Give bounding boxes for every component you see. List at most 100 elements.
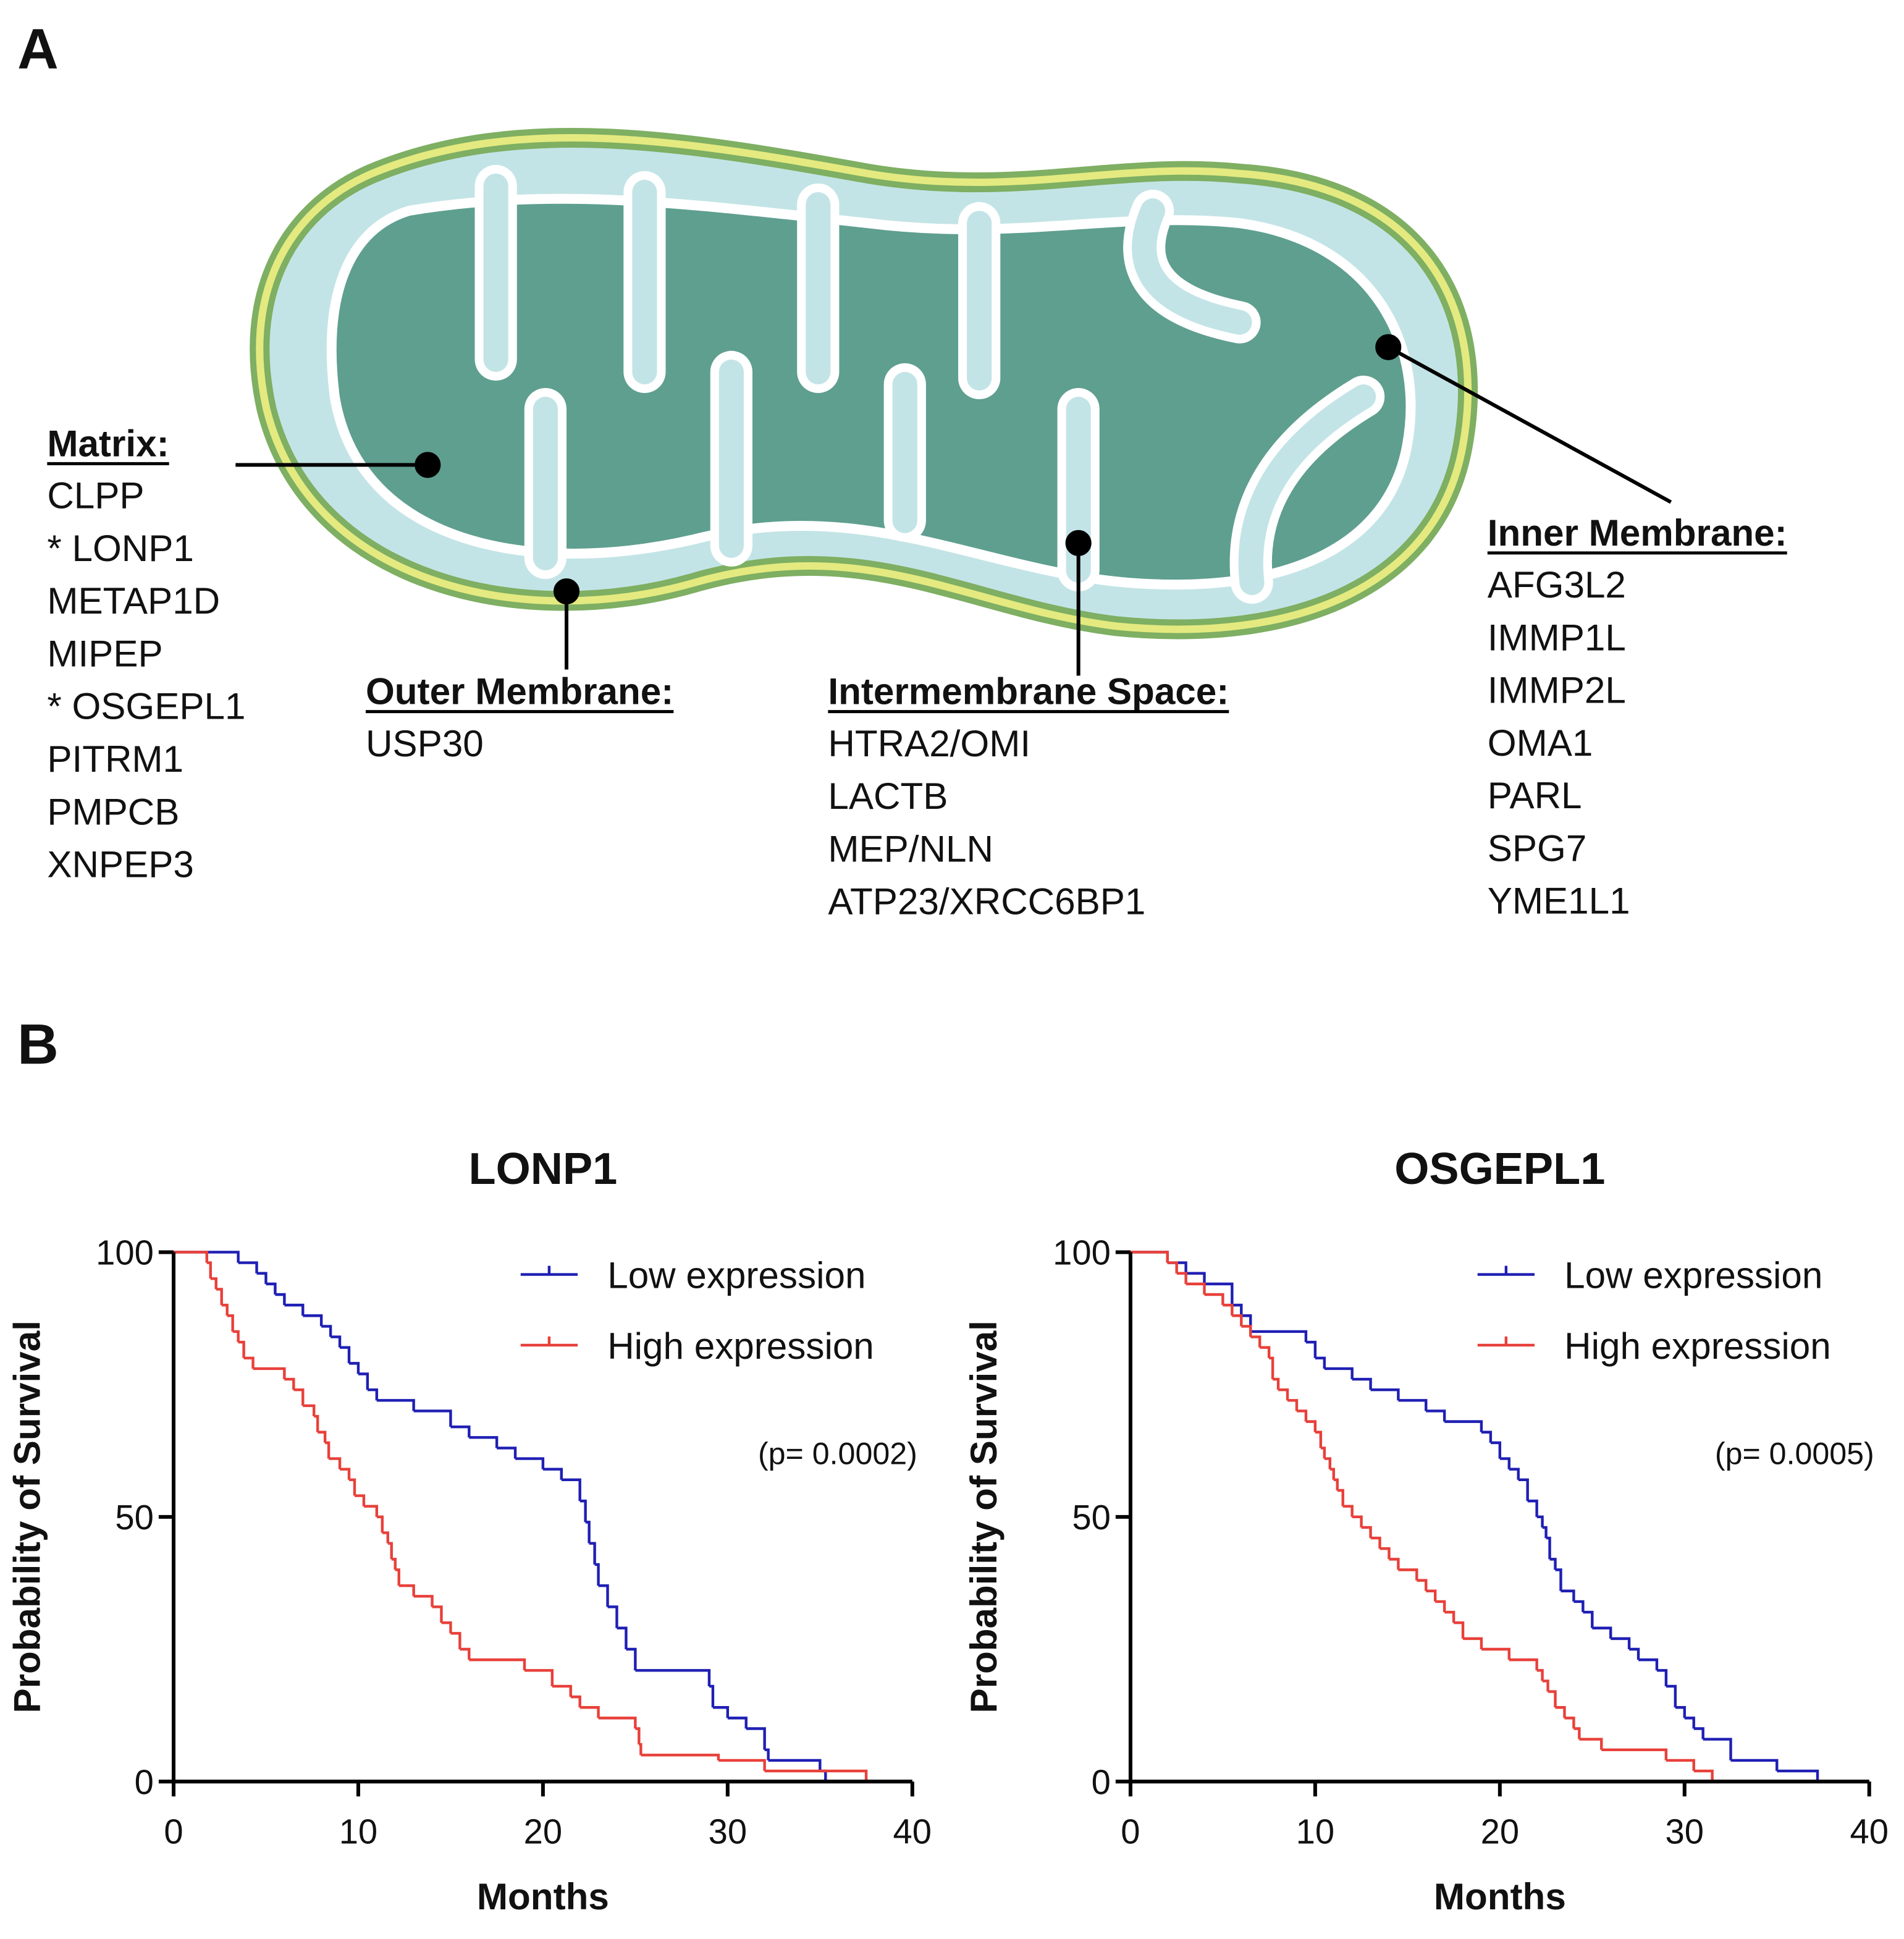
curve-step (635, 1669, 711, 1686)
curve-step (376, 1515, 384, 1533)
curve-step (238, 1340, 245, 1358)
protein-name: IMMP2L (1488, 670, 1626, 711)
curve-step (206, 1261, 212, 1279)
curve-step (570, 1695, 581, 1708)
curve-step (1361, 1526, 1372, 1539)
curve-step (1675, 1706, 1686, 1718)
curve-step (382, 1531, 389, 1544)
legend-label: High expression (607, 1325, 874, 1367)
protein-name: IMMP1L (1488, 617, 1626, 658)
x-tick-label: 30 (709, 1812, 747, 1851)
x-tick-label: 10 (1296, 1812, 1334, 1851)
curve-step (1167, 1261, 1178, 1274)
y-tick-label: 0 (1092, 1762, 1111, 1801)
curve-step (348, 1362, 360, 1374)
curve-step (238, 1261, 258, 1274)
curve-step (1260, 1346, 1271, 1358)
curve-step (1536, 1669, 1544, 1681)
curve-step (768, 1759, 822, 1772)
curve-step (1561, 1589, 1575, 1602)
curve-step (1481, 1430, 1493, 1443)
curve-step (1241, 1325, 1252, 1337)
curve-step (1629, 1647, 1640, 1660)
curve-step (1352, 1377, 1372, 1390)
curve-step (1546, 1536, 1551, 1560)
curve-step (1693, 1769, 1714, 1782)
curve-step (1287, 1399, 1299, 1411)
y-axis-label: Probability of Survival (6, 1320, 48, 1713)
curve-step (589, 1542, 596, 1565)
curve-step (764, 1748, 770, 1760)
curve-step (1542, 1526, 1548, 1539)
curve-step (1380, 1547, 1391, 1560)
curve-step (413, 1595, 434, 1607)
compartment-title: Inner Membrane: (1488, 512, 1787, 554)
curve-step (1684, 1717, 1695, 1729)
survival-curve (173, 1251, 868, 1782)
curve-step (173, 1251, 209, 1263)
curve-step (1579, 1738, 1603, 1750)
curve-step (1583, 1610, 1594, 1628)
curve-step (1509, 1468, 1520, 1480)
curve-step (1305, 1420, 1317, 1432)
legend-label: Low expression (607, 1255, 866, 1296)
curve-step (358, 1372, 369, 1390)
curve-step (243, 1356, 255, 1369)
curve-step (1426, 1409, 1446, 1422)
x-axis-label: Months (1434, 1876, 1566, 1917)
curve-step (256, 1272, 267, 1284)
curve-step (1444, 1420, 1483, 1432)
curve-step (1527, 1499, 1538, 1517)
protein-name: YME1L1 (1488, 881, 1630, 922)
curve-step (1601, 1748, 1668, 1760)
curve-step (1656, 1669, 1668, 1686)
curve-step (497, 1447, 517, 1459)
curve-step (284, 1377, 295, 1390)
protein-name: MIPEP (47, 633, 162, 674)
callout-dot (1065, 530, 1092, 556)
curve-step (579, 1499, 587, 1523)
callout-dot (415, 452, 441, 478)
curve-step (1481, 1647, 1510, 1660)
curve-step (1250, 1335, 1262, 1348)
curve-step (1555, 1706, 1566, 1718)
callout-dot (553, 578, 580, 605)
protein-name: LACTB (828, 775, 948, 817)
curve-step (1703, 1738, 1732, 1760)
survival-curve (1130, 1251, 1819, 1782)
x-tick-label: 20 (1481, 1812, 1519, 1851)
curve-step (1241, 1314, 1252, 1332)
curve-step (1463, 1637, 1483, 1650)
y-tick-label: 100 (1053, 1233, 1111, 1272)
curve-step (746, 1727, 766, 1750)
curve-step (712, 1706, 730, 1718)
curve-step (210, 1277, 217, 1290)
curve-step (1518, 1478, 1529, 1502)
curve-step (1611, 1637, 1631, 1650)
curve-step (594, 1563, 600, 1586)
curve-step (617, 1626, 628, 1650)
curve-step (1204, 1282, 1234, 1306)
protein-name: ATP23/XRCC6BP1 (828, 881, 1145, 923)
mitochondrion (235, 127, 1672, 676)
curve-step (469, 1658, 526, 1671)
outer-membrane-band (256, 133, 1472, 633)
x-tick-label: 10 (339, 1812, 377, 1851)
curve-step (1370, 1388, 1400, 1401)
curve-step (331, 1335, 342, 1348)
x-tick-label: 30 (1666, 1812, 1704, 1851)
curve-step (376, 1399, 415, 1411)
curve-step (1176, 1272, 1187, 1284)
curve-step (1324, 1367, 1354, 1380)
curve-step (1296, 1409, 1308, 1422)
curve-step (1342, 1505, 1354, 1517)
curve-step (303, 1404, 316, 1417)
curve-step (1730, 1759, 1779, 1772)
curve-step (1315, 1430, 1323, 1448)
curve-step (227, 1314, 234, 1332)
curve-step (1204, 1293, 1224, 1306)
curve-step (607, 1605, 618, 1628)
curve-step (641, 1754, 720, 1760)
